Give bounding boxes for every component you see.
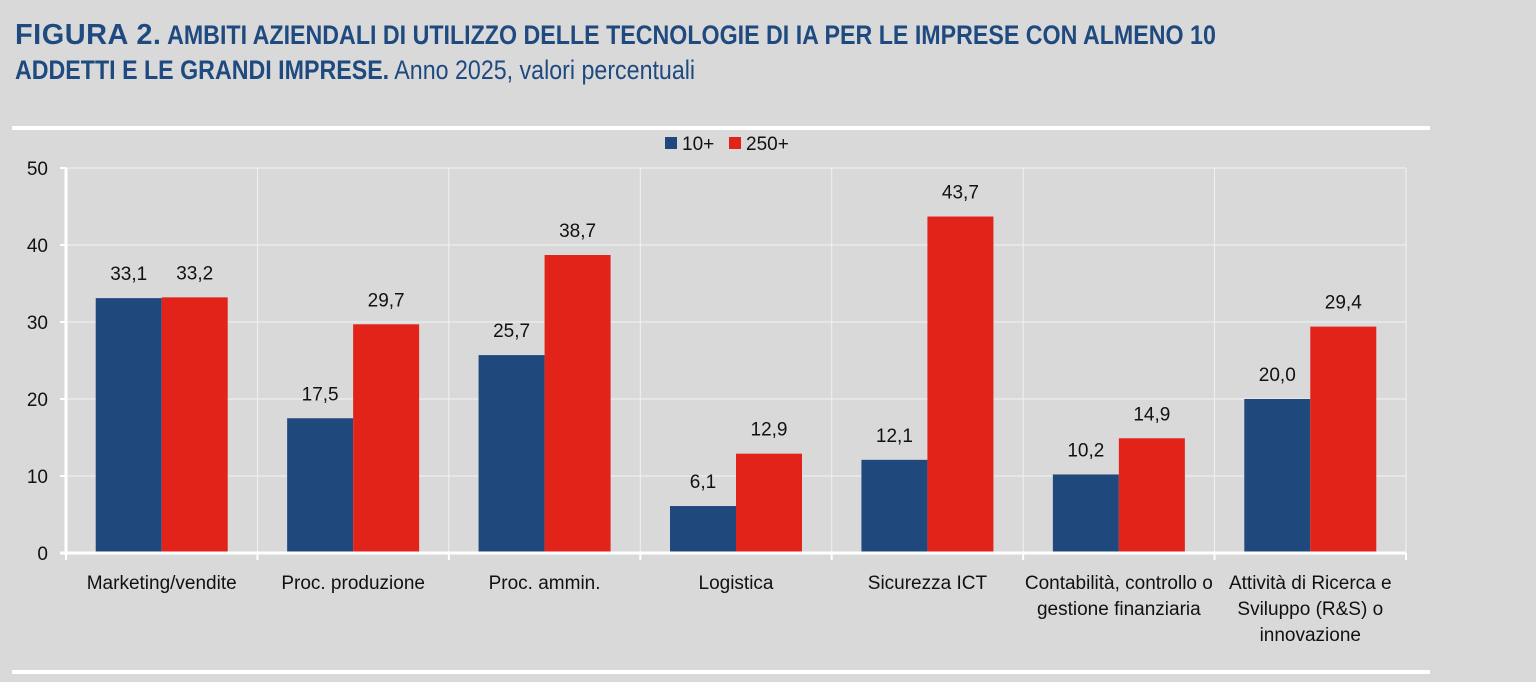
data-label: 14,9 — [1133, 404, 1170, 425]
top-divider — [12, 126, 1430, 130]
x-category-label: Attività di Ricerca e Sviluppo (R&S) o inn… — [1229, 573, 1392, 646]
legend: 10+ 250+ — [665, 134, 789, 155]
bar-250plus-1 — [353, 324, 420, 553]
y-tick-label: 0 — [37, 544, 48, 565]
legend-label: 10+ — [682, 134, 714, 155]
data-label: 6,1 — [690, 472, 716, 493]
title-subtitle: Anno 2025, valori percentuali — [389, 55, 696, 85]
bar-250plus-3 — [736, 453, 802, 553]
x-category-label-line: Proc. ammin. — [489, 573, 601, 594]
title-line-2: ADDETTI E LE GRANDI IMPRESE. Anno 2025, … — [15, 53, 1305, 88]
data-label: 33,1 — [110, 264, 147, 285]
legend-swatch-250plus — [729, 137, 741, 149]
x-category-label-line: Logistica — [699, 573, 774, 594]
bar-10plus-3 — [670, 506, 736, 553]
data-label: 25,7 — [493, 321, 530, 342]
y-tick-label: 20 — [27, 390, 48, 411]
bars — [95, 216, 1377, 553]
x-category-label: Proc. produzione — [281, 573, 425, 594]
legend-label: 250+ — [746, 134, 789, 155]
data-label: 29,7 — [368, 290, 405, 311]
legend-swatch-10plus — [665, 137, 677, 149]
x-category-label: Contabilità, controllo o gestione finanzi… — [1025, 573, 1213, 620]
bar-10plus-5 — [1052, 474, 1119, 553]
x-category-label: Logistica — [699, 573, 774, 594]
data-label: 33,2 — [176, 263, 213, 284]
x-category-label: Marketing/vendite — [87, 573, 237, 594]
bar-10plus-4 — [861, 459, 928, 553]
data-label: 20,0 — [1259, 365, 1296, 386]
figure-label: FIGURA 2. — [15, 19, 162, 51]
figure-title: FIGURA 2. AMBITI AZIENDALI DI UTILIZZO DE… — [15, 18, 1305, 88]
x-category-label-line: innovazione — [1260, 625, 1361, 646]
data-label: 38,7 — [559, 221, 596, 242]
y-tick-label: 40 — [27, 236, 48, 257]
title-text-1: AMBITI AZIENDALI DI UTILIZZO DELLE TECNO… — [167, 20, 1216, 50]
title-text-2: ADDETTI E LE GRANDI IMPRESE. — [15, 55, 390, 85]
bar-10plus-2 — [478, 355, 545, 553]
x-category-label-line: Proc. produzione — [281, 573, 425, 594]
bar-250plus-6 — [1310, 326, 1377, 553]
axes: 0 10 20 30 40 50 Marketing/vendite Proc. produz… — [27, 159, 1407, 646]
y-tick-label: 10 — [27, 467, 48, 488]
bar-10plus-1 — [287, 418, 354, 553]
bar-250plus-2 — [544, 255, 611, 553]
data-labels: 33,1 17,5 25,7 6,1 12,1 10,2 20,0 33,2 29,7 38,7 1… — [110, 183, 1362, 494]
y-tick-label: 30 — [27, 313, 48, 334]
x-category-label-line: Contabilità, controllo o — [1025, 573, 1213, 594]
x-category-label-line: gestione finanziaria — [1037, 599, 1201, 620]
y-tick-label: 50 — [27, 159, 48, 180]
bar-250plus-5 — [1118, 438, 1185, 553]
data-label: 12,9 — [751, 420, 788, 441]
x-category-label: Proc. ammin. — [489, 573, 601, 594]
bottom-divider — [12, 670, 1430, 674]
data-label: 29,4 — [1325, 293, 1362, 314]
data-label: 10,2 — [1067, 440, 1104, 461]
bar-250plus-4 — [927, 216, 994, 553]
data-label: 17,5 — [302, 384, 339, 405]
bar-10plus-6 — [1244, 399, 1311, 553]
data-label: 12,1 — [876, 426, 913, 447]
bar-10plus-0 — [95, 298, 162, 553]
bar-250plus-0 — [161, 297, 228, 553]
x-category-label: Sicurezza ICT — [868, 573, 988, 594]
x-category-label-line: Marketing/vendite — [87, 573, 237, 594]
title-line-1: FIGURA 2. AMBITI AZIENDALI DI UTILIZZO DE… — [15, 18, 1305, 53]
data-label: 43,7 — [942, 183, 979, 204]
x-category-label-line: Sicurezza ICT — [868, 573, 988, 594]
x-category-label-line: Attività di Ricerca e — [1229, 573, 1392, 594]
x-category-label-line: Sviluppo (R&S) o — [1237, 599, 1383, 620]
